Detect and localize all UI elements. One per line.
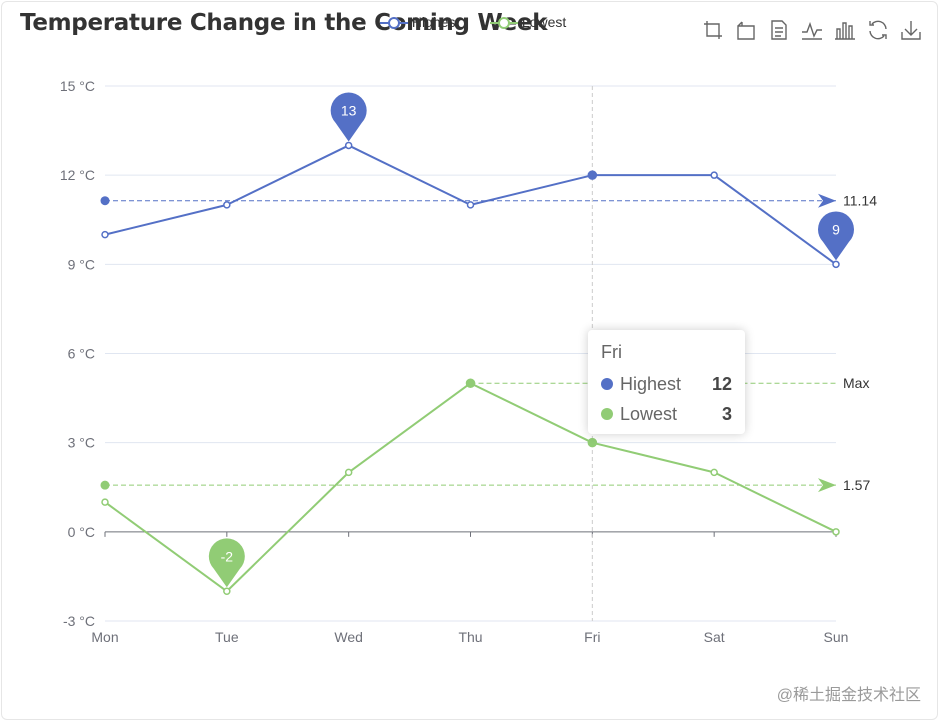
data-point — [587, 437, 598, 448]
toolbox — [701, 18, 923, 42]
y-tick-label: 12 °C — [60, 167, 95, 183]
mark-point-label: 13 — [341, 102, 357, 118]
mark-point-label: -2 — [221, 548, 234, 564]
y-tick-label: 3 °C — [68, 435, 95, 451]
x-tick-label: Sun — [824, 629, 849, 645]
legend-line-icon — [380, 17, 408, 30]
x-tick-label: Mon — [91, 629, 118, 645]
mark-line-label: 11.14 — [843, 193, 877, 209]
zoom-icon[interactable] — [701, 18, 725, 42]
y-tick-label: 9 °C — [68, 256, 95, 272]
data-point — [832, 260, 840, 269]
x-tick-label: Sat — [704, 629, 725, 645]
data-point — [710, 468, 718, 477]
tooltip-value: 3 — [721, 404, 732, 424]
series-dot-icon — [601, 377, 613, 390]
data-point — [223, 587, 231, 596]
y-tick-label: 6 °C — [68, 346, 95, 362]
data-point — [101, 498, 109, 506]
data-point — [587, 170, 598, 180]
data-point — [710, 171, 718, 179]
mark-point-label: 9 — [832, 221, 840, 237]
mark-point-pin — [330, 92, 367, 142]
y-tick-label: 0 °C — [68, 524, 95, 540]
data-point — [466, 201, 475, 209]
legend-item-highest[interactable]: Highest — [380, 14, 459, 30]
y-tick-label: 15 °C — [60, 78, 95, 94]
bar-chart-icon[interactable] — [833, 18, 857, 42]
mark-line-start-dot — [100, 196, 110, 206]
data-point — [101, 230, 109, 239]
legend-line-icon — [490, 17, 518, 30]
data-point — [223, 201, 231, 209]
x-tick-label: Thu — [458, 629, 482, 645]
tooltip-row-lowest: Lowest 3 — [601, 399, 732, 429]
tooltip-value: 12 — [711, 374, 732, 394]
tooltip: Fri Highest 12 Lowest 3 — [588, 330, 745, 434]
tooltip-row-highest: Highest 12 — [601, 369, 732, 399]
mark-line-label: Max — [843, 375, 869, 391]
data-point — [344, 468, 353, 477]
mark-point-pin — [208, 538, 245, 588]
tooltip-series-name: Highest — [620, 374, 682, 394]
zoom-reset-icon[interactable] — [734, 18, 758, 42]
tooltip-title: Fri — [601, 342, 622, 362]
legend-label: Highest — [411, 14, 460, 30]
data-point — [344, 141, 353, 150]
y-tick-label: -3 °C — [63, 613, 95, 629]
tooltip-series-name: Lowest — [620, 404, 678, 424]
data-point — [465, 378, 476, 388]
x-tick-label: Tue — [215, 629, 239, 645]
line-chart-icon[interactable] — [800, 18, 824, 42]
x-tick-label: Fri — [584, 629, 600, 645]
data-view-icon[interactable] — [767, 18, 791, 42]
mark-line-arrow — [818, 478, 836, 493]
legend-item-lowest[interactable]: Lowest — [490, 14, 566, 30]
restore-icon[interactable] — [866, 18, 890, 42]
chart-title: Temperature Change in the Coming Week — [20, 10, 548, 36]
mark-point-pin — [818, 211, 855, 261]
x-tick-label: Wed — [334, 629, 363, 645]
watermark: @稀土掘金技术社区 — [776, 687, 921, 704]
legend-label: Lowest — [521, 14, 567, 30]
mark-line-arrow — [818, 193, 836, 208]
data-point — [832, 528, 840, 536]
mark-line-label: 1.57 — [843, 477, 870, 493]
mark-line-start-dot — [100, 480, 110, 490]
download-icon[interactable] — [899, 18, 923, 42]
series-dot-icon — [601, 407, 613, 420]
